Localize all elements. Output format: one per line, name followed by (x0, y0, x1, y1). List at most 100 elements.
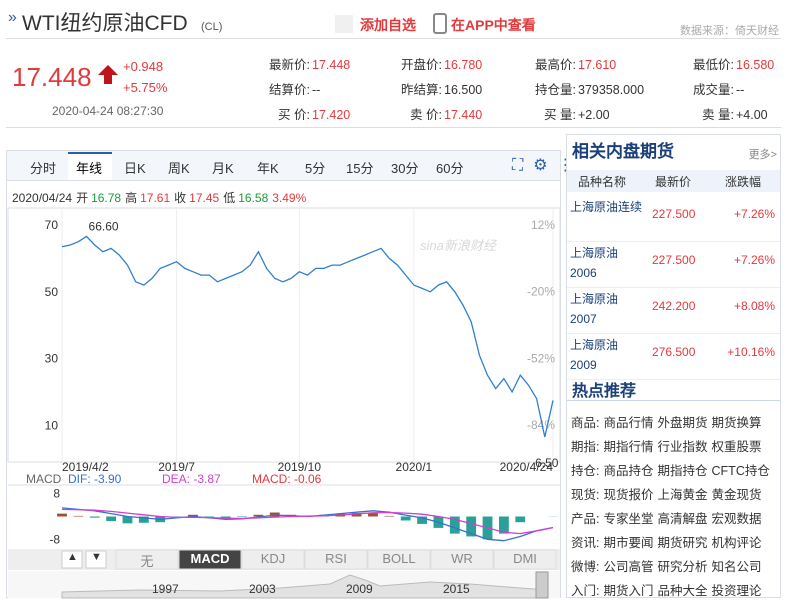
hot-link[interactable]: 黄金现货 (711, 488, 762, 502)
macd-bar (89, 516, 100, 518)
up-button (61, 550, 83, 569)
indicator-tab[interactable]: KDJ (260, 551, 286, 566)
y-tick-label: 10 (45, 418, 59, 432)
tab[interactable]: 周K (168, 161, 190, 176)
up-arrow-btn[interactable]: ▲ (67, 551, 78, 563)
hot-link[interactable]: 期指持仓 (657, 464, 708, 478)
stat-label: 结算价: (269, 83, 310, 97)
macd-bar (57, 513, 67, 517)
hot-link[interactable]: 期货入门 (603, 584, 654, 598)
hot-link[interactable]: 期指行情 (603, 440, 654, 454)
view-in-app[interactable]: 在APP中查看 (451, 17, 536, 33)
hot-link[interactable]: 权重股票 (711, 440, 762, 454)
indicator-tab[interactable]: RSI (325, 551, 347, 566)
overview-handle[interactable] (535, 571, 549, 599)
macd-bar (515, 516, 526, 523)
hot-link[interactable]: 商品行情 (603, 416, 654, 430)
hot-link[interactable]: 研究分析 (657, 560, 708, 574)
row-name[interactable]: 上海原油2009 (570, 338, 619, 372)
table-header-bg (567, 170, 780, 192)
indicator-tab[interactable]: DMI (513, 551, 537, 566)
column-header: 涨跌幅 (725, 175, 762, 189)
macd-bar (188, 514, 198, 517)
hot-link[interactable]: 期市要闻 (603, 536, 654, 550)
hot-link[interactable]: 上海黄金 (657, 488, 708, 502)
tab[interactable]: 60分 (436, 161, 464, 176)
indicator-tab[interactable]: 无 (140, 554, 154, 569)
hot-link[interactable]: 知名公司 (711, 560, 762, 574)
macd-bar (73, 515, 84, 517)
hot-link[interactable]: 商品持仓 (603, 464, 654, 478)
tab[interactable]: 15分 (346, 161, 374, 176)
column-header: 最新价 (655, 175, 692, 189)
hot-link[interactable]: 外盘期货 (657, 416, 708, 430)
hot-category: 商品: (571, 416, 600, 430)
tab[interactable]: 30分 (391, 161, 419, 176)
indicator-tab[interactable]: BOLL (382, 551, 416, 566)
overview-year: 2003 (249, 582, 276, 596)
indicator-tab[interactable]: MACD (190, 551, 230, 566)
stat: 买 量: +2.00 (528, 104, 610, 123)
quote-time: 2020-04-24 08:27:30 (52, 104, 164, 118)
y-tick-label: 70 (45, 218, 59, 232)
hot-link[interactable]: CFTC持仓 (711, 464, 770, 478)
row-name[interactable]: 上海原油连续 (570, 200, 643, 214)
tab[interactable]: 年线 (76, 161, 103, 176)
row-line (567, 287, 780, 288)
overview-year: 1997 (152, 582, 179, 596)
macd-label: DIF: -3.90 (68, 472, 122, 486)
row-price: 227.500 (652, 207, 696, 221)
hot-link[interactable]: 品种大全 (657, 584, 708, 598)
indicator-tab[interactable]: WR (451, 551, 473, 566)
more-link[interactable]: 更多> (748, 149, 777, 161)
tab[interactable]: 日K (124, 161, 146, 176)
stat: 开盘价: 16.780 (394, 54, 482, 73)
hot-link[interactable]: 专家坐堂 (603, 512, 654, 526)
hot-link[interactable]: 现货报价 (603, 488, 654, 502)
hot-link[interactable]: 机构评论 (711, 536, 762, 550)
hot-link[interactable]: 高清解盘 (657, 512, 708, 526)
hot-link[interactable]: 期货研究 (657, 536, 708, 550)
sidebar-title: 相关内盘期货 (572, 142, 674, 161)
info-label: 开 (76, 191, 89, 205)
tab[interactable]: 分时 (30, 161, 57, 176)
title: WTI纽约原油CFD (22, 12, 188, 35)
down-arrow-btn[interactable]: ▼ (91, 551, 102, 563)
hot-row: 持仓: 商品持仓 期指持仓 CFTC持仓 (571, 460, 770, 479)
hot-link[interactable]: 公司高管 (603, 560, 654, 574)
info-value: 17.61 (140, 191, 171, 205)
hot-link[interactable]: 投资理论 (711, 584, 762, 598)
tool-icons[interactable]: ⛶⚙⋮ (512, 157, 584, 174)
hot-link[interactable]: 宏观数据 (711, 512, 762, 526)
hot-row: 微博: 公司高管 研究分析 知名公司 (571, 556, 762, 575)
add-watch[interactable]: 添加自选 (360, 17, 416, 33)
indicator-tab-bg (430, 549, 494, 570)
watch-icon (335, 15, 353, 33)
row-name[interactable]: 上海原油2006 (570, 246, 619, 280)
hot-row: 期指: 期指行情 行业指数 权重股票 (571, 436, 762, 455)
macd-bar (122, 516, 133, 524)
row-name[interactable]: 上海原油2007 (570, 292, 619, 326)
stat-label: 买 量: (544, 108, 576, 122)
stat-value: +2.00 (578, 108, 610, 122)
phone-icon (433, 13, 447, 34)
hot-link[interactable]: 期货换算 (711, 416, 762, 430)
tab[interactable]: 月K (212, 161, 234, 176)
overview-year: 2015 (443, 582, 470, 596)
macd-bar (417, 516, 427, 524)
hot-category: 入门: (571, 584, 600, 598)
x-tick-label: 2019/4/2 (62, 460, 109, 474)
hot-title: 热点推荐 (572, 383, 637, 400)
stat-value: 17.440 (444, 108, 483, 122)
stat-label: 买 价: (278, 108, 310, 122)
y2-tick-label: 12% (531, 218, 555, 232)
info-value: 17.45 (189, 191, 220, 205)
price: 17.448 (12, 62, 92, 92)
hot-link[interactable]: 行业指数 (657, 440, 708, 454)
stat-value: 16.780 (444, 58, 483, 72)
tab[interactable]: 年K (257, 161, 279, 176)
tab[interactable]: 5分 (305, 161, 326, 176)
plot-frame (7, 207, 561, 463)
stat: 最新价: 17.448 (262, 54, 350, 73)
